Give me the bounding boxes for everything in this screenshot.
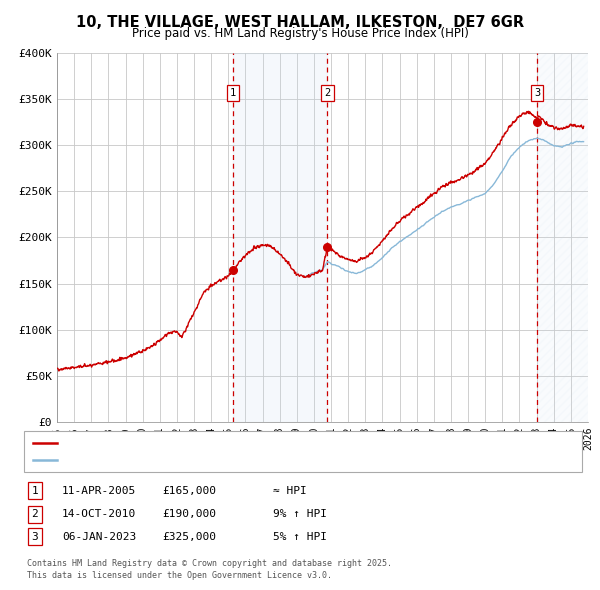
Text: 1: 1 — [31, 486, 38, 496]
Text: HPI: Average price, detached house, Erewash: HPI: Average price, detached house, Erew… — [62, 455, 299, 466]
Text: 1: 1 — [230, 88, 236, 98]
Text: 3: 3 — [31, 532, 38, 542]
Text: ≈ HPI: ≈ HPI — [273, 486, 307, 496]
Text: 5% ↑ HPI: 5% ↑ HPI — [273, 532, 327, 542]
Text: This data is licensed under the Open Government Licence v3.0.: This data is licensed under the Open Gov… — [27, 571, 332, 580]
Text: 10, THE VILLAGE, WEST HALLAM, ILKESTON,  DE7 6GR: 10, THE VILLAGE, WEST HALLAM, ILKESTON, … — [76, 15, 524, 30]
Text: £165,000: £165,000 — [162, 486, 216, 496]
Text: 14-OCT-2010: 14-OCT-2010 — [62, 510, 136, 519]
Text: 10, THE VILLAGE, WEST HALLAM, ILKESTON, DE7 6GR (detached house): 10, THE VILLAGE, WEST HALLAM, ILKESTON, … — [62, 438, 436, 448]
Text: 11-APR-2005: 11-APR-2005 — [62, 486, 136, 496]
Text: Contains HM Land Registry data © Crown copyright and database right 2025.: Contains HM Land Registry data © Crown c… — [27, 559, 392, 568]
Text: 06-JAN-2023: 06-JAN-2023 — [62, 532, 136, 542]
Text: 3: 3 — [534, 88, 540, 98]
Text: 9% ↑ HPI: 9% ↑ HPI — [273, 510, 327, 519]
Text: Price paid vs. HM Land Registry's House Price Index (HPI): Price paid vs. HM Land Registry's House … — [131, 27, 469, 40]
Bar — [233, 53, 328, 422]
Text: £325,000: £325,000 — [162, 532, 216, 542]
Text: £190,000: £190,000 — [162, 510, 216, 519]
Text: 2: 2 — [31, 510, 38, 519]
Bar — [537, 53, 588, 422]
Text: 2: 2 — [325, 88, 331, 98]
